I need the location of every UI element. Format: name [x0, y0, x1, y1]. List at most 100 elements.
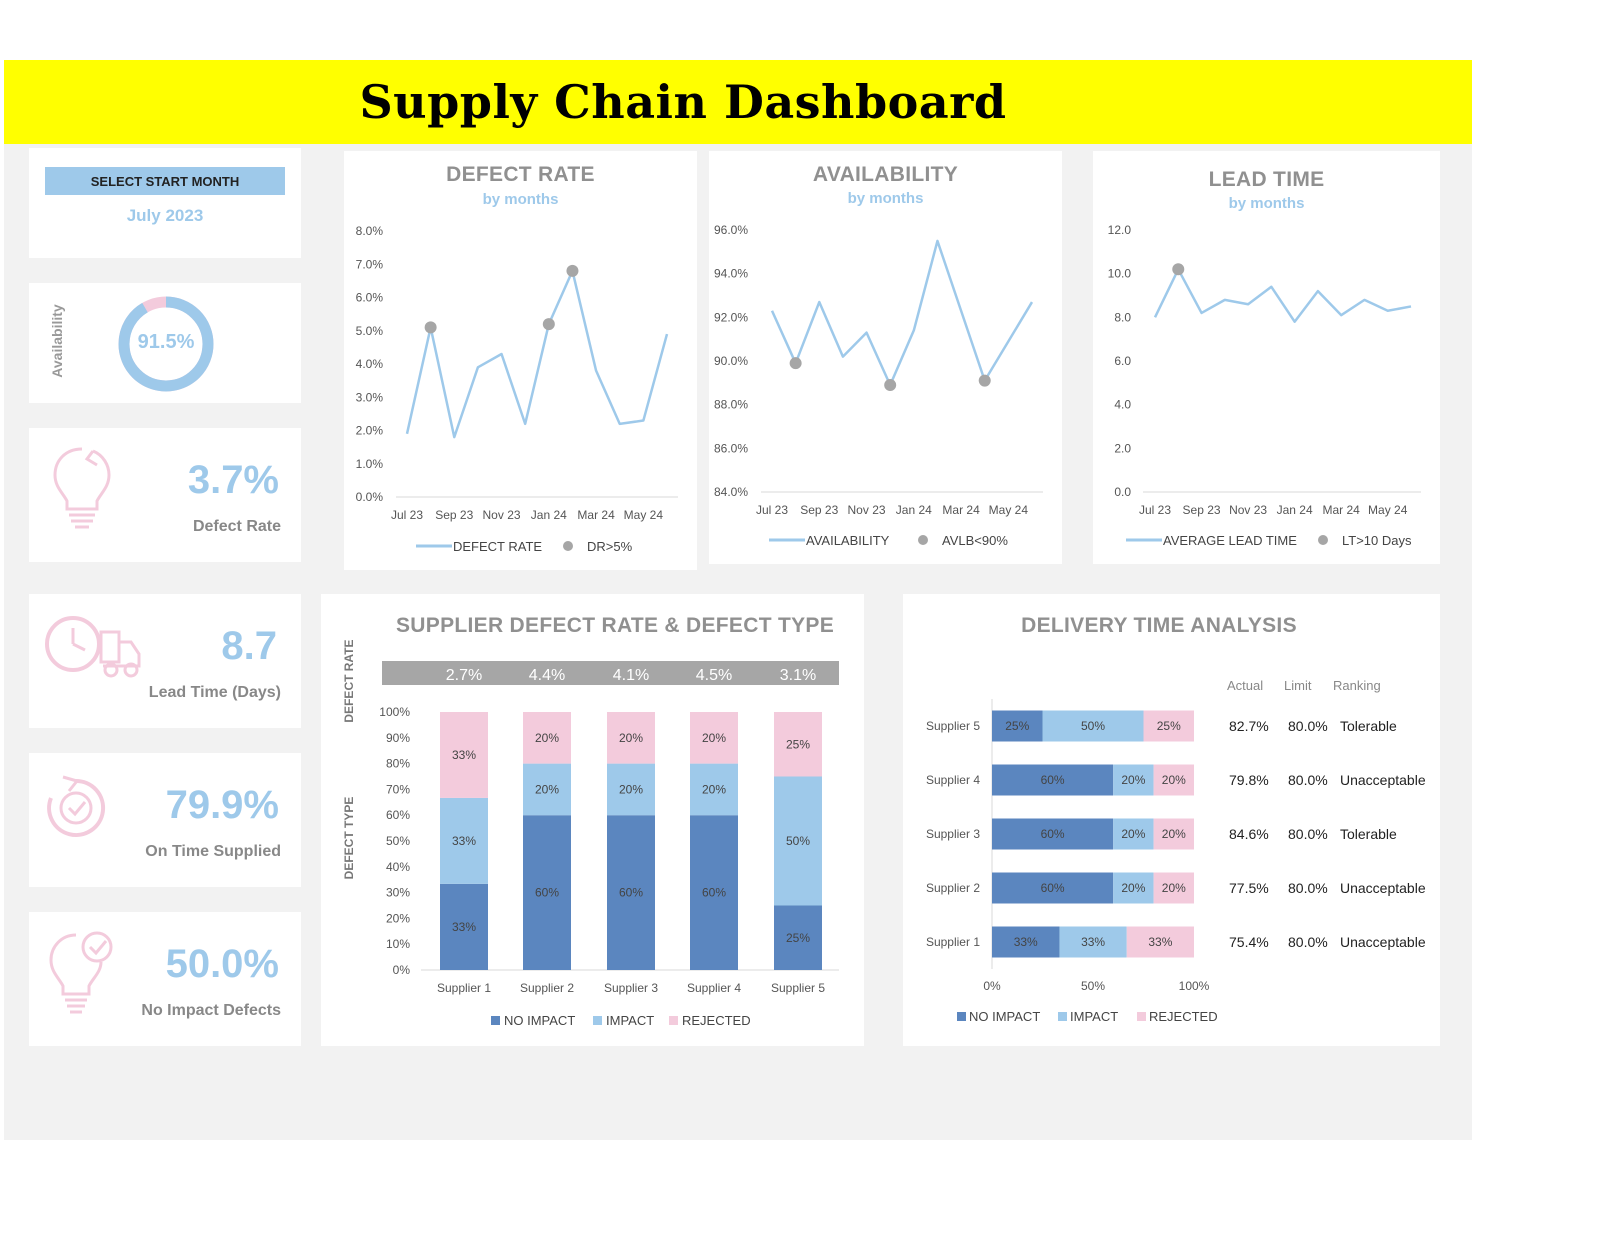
y-tick-label: 4.0% [356, 357, 384, 371]
bar-segment-rejected [607, 712, 655, 764]
bar-data-label: 60% [702, 886, 726, 900]
bar-data-label: 60% [1041, 773, 1065, 787]
defect-rate-value: 3.1% [780, 667, 816, 684]
table-cell-limit: 80.0% [1288, 880, 1328, 896]
table-cell-ranking: Unacceptable [1340, 934, 1426, 950]
defect-rate-value: 4.5% [696, 667, 732, 684]
selected-month-value[interactable]: July 2023 [126, 206, 204, 225]
bar-data-label: 20% [619, 731, 643, 745]
table-cell-actual: 77.5% [1229, 880, 1269, 896]
bar-segment-rejected [1143, 710, 1194, 742]
y-tick-label: 84.0% [714, 485, 748, 499]
legend-label: REJECTED [1149, 1009, 1218, 1024]
select-start-month-button[interactable]: SELECT START MONTH [45, 167, 285, 195]
lightbulb-check-icon [49, 931, 113, 1014]
delivery-time-chart: Supplier 5 25% 50% 25% 82.7% 80.0% Tolerable Su… [926, 678, 1426, 1024]
x-tick-label: Supplier 4 [687, 981, 741, 995]
legend-swatch [669, 1016, 678, 1025]
legend-label: REJECTED [682, 1013, 751, 1028]
bar-data-label: 20% [702, 731, 726, 745]
table-cell-actual: 82.7% [1229, 718, 1269, 734]
bar-segment-no-impact [992, 764, 1114, 796]
bar-segment-no-impact [992, 818, 1114, 850]
legend-swatch [1058, 1012, 1067, 1021]
x-tick-label: Jul 23 [1139, 503, 1171, 517]
bar-segment-rejected [1126, 926, 1194, 958]
availability-kpi-panel: Availability 91.5% [29, 283, 301, 403]
bar-segment-impact [523, 763, 571, 816]
table-cell-limit: 80.0% [1288, 934, 1328, 950]
availability-donut [118, 296, 214, 392]
lead-time-chart-title: LEAD TIME [1208, 168, 1325, 191]
x-tick-label: 50% [1081, 979, 1105, 993]
month-selector-panel: SELECT START MONTH July 2023 [29, 148, 301, 258]
x-tick-label: 100% [1179, 979, 1210, 993]
defect-rate-chart-subtitle: by months [482, 191, 559, 208]
x-tick-label: Sep 23 [435, 508, 473, 522]
x-tick-label: Supplier 2 [520, 981, 574, 995]
bar-data-label: 20% [1162, 827, 1186, 841]
table-cell-actual: 84.6% [1229, 826, 1269, 842]
defect-rate-value: 4.4% [529, 667, 565, 684]
y-tick-label: Supplier 3 [926, 827, 980, 841]
y-tick-label: 7.0% [356, 257, 384, 271]
y-tick-label: Supplier 5 [926, 719, 980, 733]
x-tick-label: Jan 24 [896, 503, 932, 517]
kpi-label-on-time: On Time Supplied [145, 843, 281, 860]
bar-data-label: 20% [1162, 881, 1186, 895]
clock-truck-icon [45, 616, 141, 678]
series-line [1153, 268, 1412, 323]
supplier-defect-chart-panel: SUPPLIER DEFECT RATE & DEFECT TYPE DEFEC… [321, 594, 864, 1046]
x-tick-label: May 24 [624, 508, 664, 522]
x-tick-label: Mar 24 [1323, 503, 1361, 517]
x-tick-label: May 24 [1368, 503, 1408, 517]
bar-segment-impact [1042, 710, 1144, 742]
y-tick-label: 3.0% [356, 390, 384, 404]
availability-chart-title: AVAILABILITY [812, 163, 959, 186]
y-tick-label: 0.0% [356, 490, 384, 504]
kpi-value-no-impact: 50.0% [165, 942, 279, 986]
defect-rate-chart: 0.0% 1.0% 2.0% 3.0% 4.0% 5.0% 6.0% 7.0% 8.0% Jul … [356, 224, 678, 554]
defect-rate-value: 2.7% [446, 667, 482, 684]
bar-segment-impact [1113, 872, 1154, 904]
lightbulb-icon [53, 447, 111, 529]
defect-rate-chart-title: DEFECT RATE [446, 163, 595, 186]
y-tick-label: 6.0% [356, 291, 384, 305]
bar-segment-rejected [1153, 872, 1194, 904]
x-tick-label: Jan 24 [531, 508, 567, 522]
table-cell-actual: 75.4% [1229, 934, 1269, 950]
y-tick-label: 2.0% [356, 424, 384, 438]
y-tick-label: 5.0% [356, 324, 384, 338]
supplier-defect-chart-title: SUPPLIER DEFECT RATE & DEFECT TYPE [396, 614, 835, 637]
defect-rate-strip [382, 661, 839, 685]
bar-segment-impact [440, 797, 488, 884]
x-tick-label: Supplier 1 [437, 981, 491, 995]
select-start-month-label: SELECT START MONTH [90, 173, 240, 189]
availability-kpi-value: 91.5% [137, 331, 195, 353]
legend-label: NO IMPACT [504, 1013, 575, 1028]
y-tick-label: Supplier 1 [926, 935, 980, 949]
bar-data-label: 33% [452, 834, 476, 848]
legend-marker-swatch [918, 535, 928, 545]
table-cell-ranking: Unacceptable [1340, 880, 1426, 896]
bar-segment-rejected [774, 712, 822, 777]
defect-rate-value: 4.1% [613, 667, 649, 684]
threshold-marker [566, 264, 579, 277]
y-tick-label: 1.0% [356, 457, 384, 471]
kpi-label-lead-time: Lead Time (Days) [148, 684, 281, 701]
bar-segment-no-impact [440, 883, 488, 970]
y-tick-label: 20% [386, 911, 410, 925]
bar-data-label: 60% [619, 886, 643, 900]
y-tick-label: 30% [386, 886, 410, 900]
x-tick-label: Jul 23 [391, 508, 423, 522]
supplier-defect-chart: 2.7% 4.4% 4.1% 4.5% 3.1% 0% 10% 20% 30% 40% 50% 60%… [379, 661, 839, 1028]
legend-swatch [491, 1016, 500, 1025]
y-tick-label: 0% [393, 963, 411, 977]
x-tick-label: Supplier 5 [771, 981, 825, 995]
bar-segment-impact [1113, 764, 1154, 796]
x-tick-label: Nov 23 [483, 508, 521, 522]
legend-swatch [593, 1016, 602, 1025]
bar-data-label: 33% [1148, 935, 1172, 949]
ontime-check-icon [47, 775, 106, 837]
kpi-value-on-time: 79.9% [165, 783, 279, 827]
